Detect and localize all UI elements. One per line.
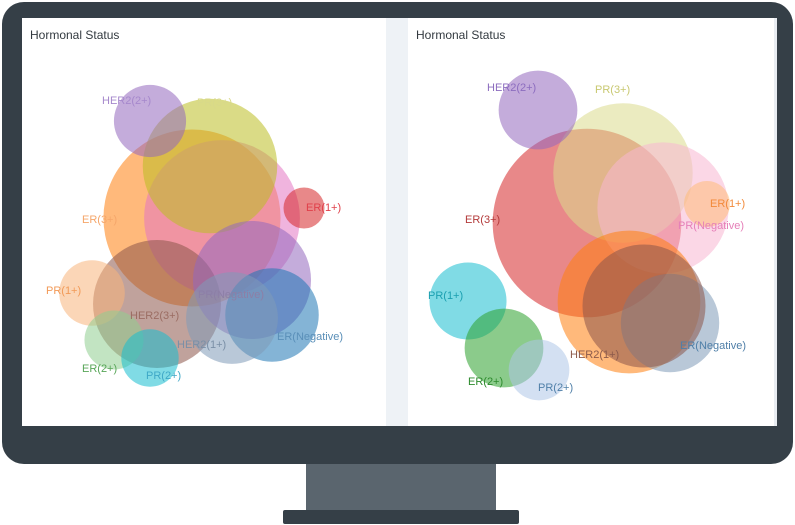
left-bubble-label-0: ER(3+) [82,214,117,226]
right-bubble-5[interactable] [582,244,706,368]
left-bubble-label-6: HER2(1+) [177,339,226,351]
right-bubble-label-1: PR(3+) [595,84,630,96]
right-bubble-label-2: PR(Negative) [678,220,744,232]
right-bubble-label-0: ER(3+) [465,214,500,226]
right-bubble-6[interactable] [498,70,578,150]
chart-title-left: Hormonal Status [30,28,120,42]
right-bubble-label-10: ER(1+) [710,198,745,210]
chart-title-right: Hormonal Status [416,28,506,42]
left-bubble-label-2: PR(3+) [197,97,232,109]
left-bubble-10[interactable] [121,329,179,387]
left-bubble-label-7: HER2(2+) [102,95,151,107]
bubble-chart-right: ER(3+) PR(3+) PR(Negative) ER(Negative) HER2… [428,70,746,401]
left-bubble-label-5: ER(Negative) [277,331,343,343]
left-bubble-6[interactable] [186,272,278,364]
chart-panel-right: ER(3+) PR(3+) PR(Negative) ER(Negative) HER2… [408,18,774,426]
right-bubble-label-8: ER(2+) [468,376,503,388]
right-bubble-label-6: HER2(2+) [487,82,536,94]
left-bubble-8[interactable] [59,260,125,326]
left-bubble-label-3: HER2(3+) [130,310,179,322]
left-bubble-11[interactable] [283,187,325,229]
left-bubble-label-10: PR(2+) [146,370,181,382]
bubble-chart-left: ER(3+) PR(3+) HER2(3+) PR(Negative) ER(Negat… [46,84,343,387]
right-bubble-9[interactable] [508,339,570,401]
right-bubble-10[interactable] [684,181,730,227]
monitor-stand-base [283,510,519,524]
right-bubble-label-4: ER(Negative) [680,340,746,352]
chart-panel-left: ER(3+) PR(3+) HER2(3+) PR(Negative) ER(Negat… [22,18,386,426]
left-bubble-label-8: PR(1+) [46,285,81,297]
right-bubble-label-7: PR(1+) [428,290,463,302]
left-bubble-label-4: PR(Negative) [198,289,264,301]
monitor-frame: ER(3+) PR(3+) HER2(3+) PR(Negative) ER(Negat… [2,2,793,464]
monitor-stand-neck [306,464,496,512]
right-bubble-label-5: HER2(1+) [570,349,619,361]
left-bubble-label-9: ER(2+) [82,363,117,375]
left-bubble-7[interactable] [113,84,187,158]
monitor-screen: ER(3+) PR(3+) HER2(3+) PR(Negative) ER(Negat… [22,18,777,426]
panel-divider [386,18,408,426]
right-bubble-label-9: PR(2+) [538,382,573,394]
left-bubble-label-11: ER(1+) [306,202,341,214]
